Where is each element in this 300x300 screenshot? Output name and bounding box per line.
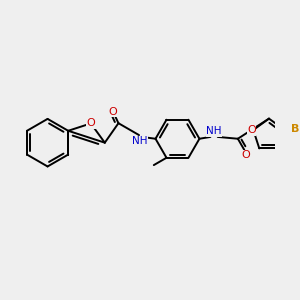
Text: Br: Br [290,124,300,134]
Text: O: O [247,125,256,135]
Text: O: O [109,106,117,117]
Text: O: O [242,150,250,160]
Text: NH: NH [206,126,222,136]
Text: O: O [86,118,95,128]
Text: NH: NH [132,136,148,146]
